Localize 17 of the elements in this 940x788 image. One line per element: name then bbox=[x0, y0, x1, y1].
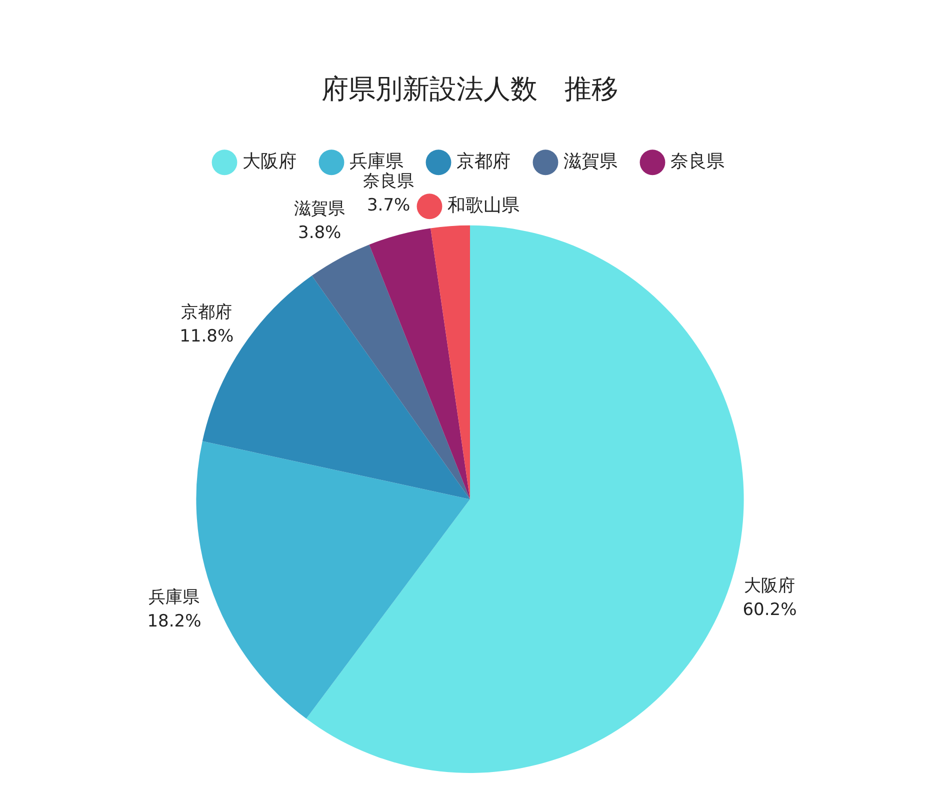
legend-label: 大阪府 bbox=[242, 151, 296, 172]
data-label: 3.8% bbox=[298, 222, 342, 243]
legend-label: 兵庫県 bbox=[350, 151, 404, 172]
slice-label: 滋賀県 bbox=[294, 198, 346, 219]
legend-label: 京都府 bbox=[456, 151, 510, 172]
chart-title: 府県別新設法人数 推移 bbox=[322, 74, 618, 106]
slice-label: 大阪府 bbox=[744, 576, 796, 596]
data-label: 18.2% bbox=[147, 611, 202, 632]
legend-label: 滋賀県 bbox=[564, 151, 618, 172]
data-label: 60.2% bbox=[742, 600, 797, 620]
slice-label: 京都府 bbox=[181, 302, 232, 322]
data-label: 3.7% bbox=[366, 195, 410, 216]
data-label: 11.8% bbox=[180, 326, 234, 346]
legend-label: 和歌山県 bbox=[448, 195, 520, 216]
slice-label: 奈良県 bbox=[363, 171, 414, 192]
slice-label: 兵庫県 bbox=[148, 587, 200, 608]
legend-label: 奈良県 bbox=[670, 151, 724, 172]
